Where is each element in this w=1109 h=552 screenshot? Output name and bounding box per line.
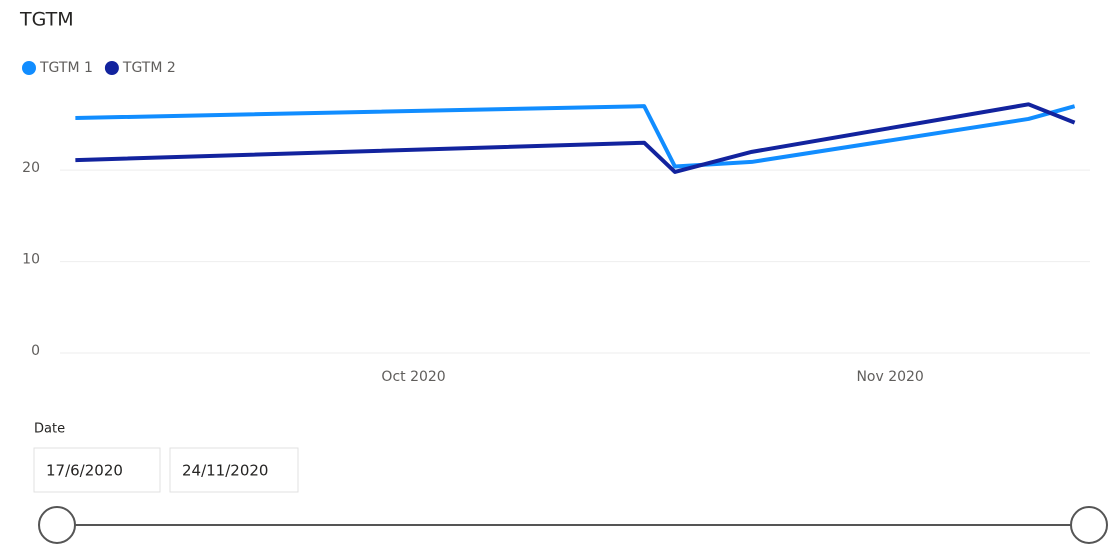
start-date-box[interactable] [33,447,161,493]
end-date-box[interactable] [169,447,299,493]
slider-handle-start[interactable] [38,506,76,544]
legend-swatch [104,61,119,75]
x-tick-label: Nov 2020 [856,369,923,385]
legend: TGTM 1 TGTM 2 [22,60,176,76]
y-tick-label: 10 [22,252,40,268]
series-line [75,104,1076,169]
x-tick-label: Oct 2020 [381,369,445,385]
legend-label: TGTM 1 [39,60,93,76]
chart-title: TGTM [19,9,74,31]
y-tick-label: 20 [22,160,40,176]
legend-swatch [22,61,36,75]
y-tick-label: 0 [31,343,40,359]
start-date[interactable]: 17/6/2020 [46,462,123,480]
slicer-title: Date [34,422,65,437]
legend-label: TGTM 2 [122,60,176,76]
slider-handle-end[interactable] [1070,506,1108,544]
end-date[interactable]: 24/11/2020 [182,462,268,480]
series-line [75,102,1076,174]
